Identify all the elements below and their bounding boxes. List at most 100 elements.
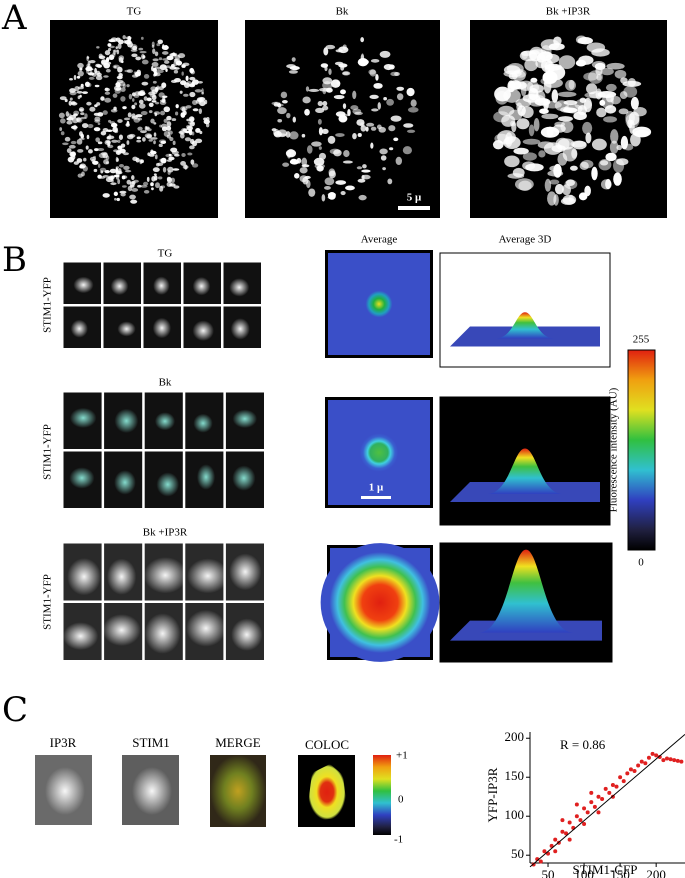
speckle [160, 157, 167, 164]
y-axis-label: YFP-IP3R [485, 767, 500, 822]
speckle [80, 133, 84, 139]
speckle [583, 72, 599, 81]
speckle [151, 176, 156, 182]
speckle [119, 190, 127, 194]
speckle [154, 51, 159, 57]
speckle [108, 39, 116, 43]
speckle [173, 67, 180, 70]
speckle [357, 133, 362, 138]
speckle [345, 185, 355, 191]
cell-crop [222, 305, 262, 349]
colorbar [373, 755, 391, 835]
speckle [370, 126, 377, 131]
speckle [58, 112, 65, 119]
speckle [586, 83, 598, 95]
speckle [565, 79, 576, 91]
speckle [151, 187, 154, 191]
speckle [73, 74, 77, 80]
speckle [121, 175, 126, 180]
speckle [80, 116, 87, 120]
speckle [552, 124, 566, 133]
speckle [315, 107, 325, 114]
speckle [342, 160, 353, 164]
speckle [127, 112, 132, 118]
cell-spot [69, 407, 97, 428]
speckle [340, 89, 346, 95]
speckle [174, 111, 179, 116]
speckle [182, 62, 190, 67]
speckle [324, 185, 331, 190]
speckle [79, 108, 84, 112]
heatmap-spot [347, 420, 411, 485]
speckle [111, 178, 114, 183]
speckle [554, 183, 564, 195]
speckle [183, 93, 189, 97]
speckle [66, 148, 72, 154]
speckle [113, 65, 117, 69]
speckle [88, 76, 95, 80]
speckle [111, 139, 118, 143]
speckle [613, 158, 625, 173]
speckle [623, 85, 638, 98]
speckle [322, 105, 329, 111]
fit-line [529, 733, 685, 868]
speckle [525, 163, 544, 172]
speckle [180, 132, 185, 139]
speckle [97, 122, 101, 126]
speckle [76, 138, 83, 145]
speckle [557, 91, 577, 98]
speckle [123, 165, 130, 170]
speckle [289, 131, 299, 140]
speckle [521, 106, 534, 119]
speckle [133, 71, 137, 75]
speckle [604, 105, 617, 114]
cell-crop [184, 450, 225, 509]
speckle [118, 134, 123, 140]
speckle [153, 132, 157, 137]
colorbar-max: 255 [633, 334, 650, 346]
speckle [600, 179, 612, 190]
speckle [122, 35, 126, 40]
speckle [317, 101, 323, 107]
speckle [393, 137, 399, 142]
colorbar-label: Fluorescence intensity (AU) [608, 387, 620, 512]
speckle [87, 67, 94, 71]
scale-bar [398, 206, 430, 210]
colorbar-min: -1 [394, 834, 403, 846]
point [625, 771, 630, 776]
speckle [505, 132, 513, 147]
row-title: TG [158, 248, 173, 260]
speckle [151, 62, 159, 67]
colorbar-mid: 0 [398, 794, 404, 806]
cell-spot [154, 412, 176, 431]
speckle [71, 125, 78, 130]
speckle [154, 66, 161, 70]
speckle [104, 87, 109, 91]
speckle [143, 181, 149, 186]
y-tick-label: 150 [505, 768, 525, 783]
speckle [342, 71, 351, 76]
speckle [107, 144, 114, 149]
speckle [84, 81, 90, 88]
speckle [304, 108, 310, 116]
speckle [630, 96, 639, 110]
speckle [140, 184, 148, 188]
speckle [562, 184, 572, 196]
speckle [79, 164, 85, 169]
speckle [388, 64, 395, 70]
point [553, 849, 558, 854]
speckle [528, 124, 535, 137]
speckle [150, 182, 154, 187]
speckle [579, 161, 589, 170]
speckle [146, 176, 150, 182]
cell-spot [229, 553, 262, 591]
point [679, 759, 684, 764]
speckle [605, 152, 617, 162]
speckle [527, 94, 546, 107]
speckle [603, 116, 617, 123]
speckle [169, 183, 176, 187]
speckle [156, 43, 161, 47]
speckle [138, 47, 144, 51]
speckle [126, 140, 130, 145]
speckle [116, 197, 120, 202]
